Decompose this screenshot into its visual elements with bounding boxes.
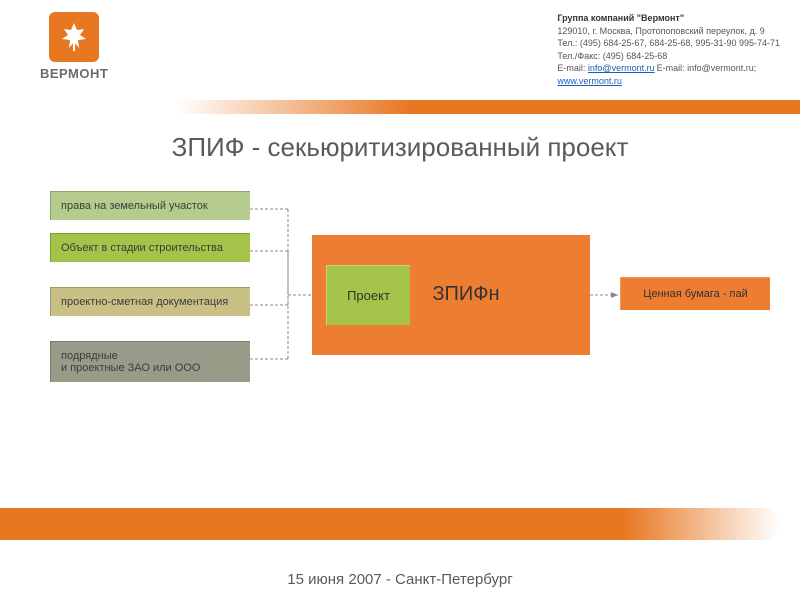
- footer-accent-bar: [0, 508, 780, 540]
- input-box-1: Объект в стадии строительства: [50, 233, 250, 262]
- input-box-3: подрядные и проектные ЗАО или ООО: [50, 341, 250, 382]
- diagram: права на земельный участок Объект в стади…: [30, 191, 770, 451]
- project-box: Проект: [326, 265, 410, 325]
- page-title: ЗПИФ - секьюритизированный проект: [0, 132, 800, 163]
- logo-icon: [49, 12, 99, 62]
- footer-text: 15 июня 2007 - Санкт-Петербург: [0, 571, 800, 588]
- company-title: Группа компаний "Вермонт": [557, 12, 780, 25]
- logo: ВЕРМОНТ: [40, 12, 108, 88]
- header-accent-bar: [20, 100, 800, 114]
- company-fax: Тел./Факс: (495) 684-25-68: [557, 50, 780, 63]
- logo-text: ВЕРМОНТ: [40, 66, 108, 81]
- company-tel: Тел.: (495) 684-25-67, 684-25-68, 995-31…: [557, 37, 780, 50]
- email-link[interactable]: info@vermont.ru: [588, 63, 655, 73]
- website-link[interactable]: www.vermont.ru: [557, 76, 622, 86]
- output-box: Ценная бумага - пай: [620, 277, 770, 310]
- input-box-2: проектно-сметная документация: [50, 287, 250, 316]
- input-box-0: права на земельный участок: [50, 191, 250, 220]
- company-address: 129010, г. Москва, Протопоповский переул…: [557, 25, 780, 38]
- header: ВЕРМОНТ Группа компаний "Вермонт" 129010…: [0, 0, 800, 96]
- center-box: Проект ЗПИФн: [312, 235, 590, 355]
- leaf-icon: [57, 20, 91, 54]
- company-email-line: E-mail: info@vermont.ruE-mail: info@verm…: [557, 62, 780, 75]
- company-info: Группа компаний "Вермонт" 129010, г. Мос…: [557, 12, 780, 88]
